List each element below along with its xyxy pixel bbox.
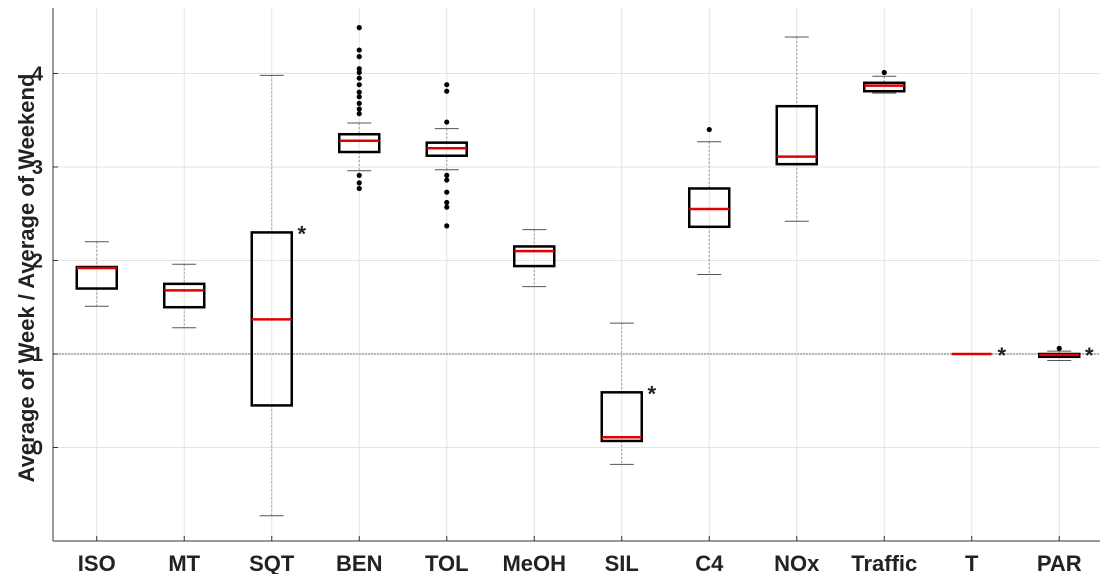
iqr-box xyxy=(513,245,556,268)
iqr-box xyxy=(163,282,206,309)
outlier-point xyxy=(356,25,362,31)
outlier-point xyxy=(356,69,362,76)
outlier-point xyxy=(444,177,450,183)
outlier-point xyxy=(444,204,450,210)
box-par: * xyxy=(1038,343,1094,368)
box-mt xyxy=(163,263,206,329)
outlier-point xyxy=(356,180,362,186)
iqr-box xyxy=(338,132,381,154)
x-tick-label: MT xyxy=(168,551,200,574)
x-tick-label: BEN xyxy=(336,551,382,574)
box-iso xyxy=(75,241,118,307)
x-tick-label: MeOH xyxy=(502,551,566,574)
outlier-point xyxy=(444,82,450,88)
significance-mark: * xyxy=(297,221,306,246)
iqr-box xyxy=(600,391,643,443)
iqr-box xyxy=(688,187,731,229)
iqr-box xyxy=(775,104,818,166)
outlier-point xyxy=(356,82,362,88)
outlier-point xyxy=(356,106,362,112)
box-layer: * * * * xyxy=(75,25,1094,517)
box-nox xyxy=(775,36,818,222)
x-tick-label: ISO xyxy=(78,551,116,574)
box-ben xyxy=(338,25,381,192)
outlier-point xyxy=(356,66,362,72)
box-t: * xyxy=(951,343,1006,368)
x-tick-label: PAR xyxy=(1037,551,1082,574)
x-tick-label: SIL xyxy=(605,551,639,574)
box-sqt: * xyxy=(250,74,306,517)
y-axis-label: Average of Week / Average of Weekend xyxy=(14,74,39,483)
x-tick-label: C4 xyxy=(695,551,724,574)
outlier-point xyxy=(444,223,450,229)
x-tick-label: SQT xyxy=(249,551,295,574)
outlier-point xyxy=(706,126,712,133)
outlier-point xyxy=(356,100,362,106)
outlier-point xyxy=(444,189,450,195)
outlier-point xyxy=(444,88,450,94)
outlier-point xyxy=(356,47,362,53)
significance-mark: * xyxy=(1085,343,1094,368)
outlier-point xyxy=(444,199,450,206)
outlier-point xyxy=(356,89,362,95)
y-tick-label: 3 xyxy=(32,157,43,179)
x-tick-label: T xyxy=(965,551,979,574)
box-sil: * xyxy=(600,322,656,465)
outlier-point xyxy=(356,54,362,60)
outlier-point xyxy=(356,185,362,192)
y-tick-label: 1 xyxy=(32,344,43,366)
outlier-point xyxy=(444,119,450,125)
x-tick-label: NOx xyxy=(774,551,820,574)
x-tick-label: Traffic xyxy=(851,551,917,574)
significance-mark: * xyxy=(647,381,656,406)
outlier-point xyxy=(356,111,362,117)
x-tick-label: TOL xyxy=(425,551,469,574)
box-tol xyxy=(425,82,468,229)
outlier-point xyxy=(881,69,887,76)
significance-mark: * xyxy=(997,343,1006,368)
outlier-point xyxy=(1056,345,1062,351)
axis-layer: 0 1 2 3 4 ISO MT SQT BEN TOL MeOH SIL C4 NOx Traffic T P… xyxy=(32,8,1100,574)
outlier-point xyxy=(356,94,362,100)
y-tick-label: 0 xyxy=(32,437,43,459)
iqr-box xyxy=(863,81,906,93)
outlier-point xyxy=(444,172,450,178)
box-c4 xyxy=(688,126,731,275)
y-tick-label: 4 xyxy=(32,63,44,85)
outlier-point xyxy=(356,75,362,81)
outlier-point xyxy=(356,172,362,178)
box-traffic xyxy=(863,69,906,94)
box-meoh xyxy=(513,229,556,288)
y-tick-label: 2 xyxy=(32,250,43,272)
